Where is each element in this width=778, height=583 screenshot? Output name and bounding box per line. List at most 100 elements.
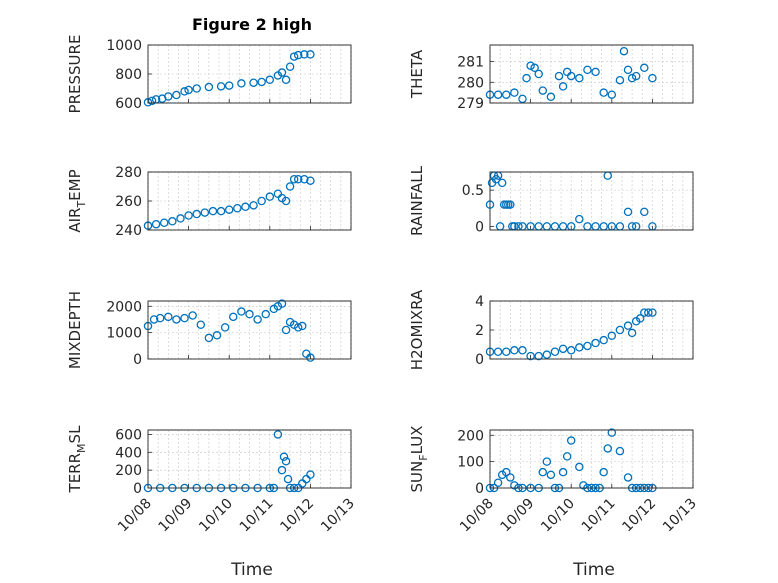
data-point <box>566 346 576 355</box>
data-point <box>648 73 657 83</box>
data-point <box>501 90 511 99</box>
data-point <box>212 331 222 340</box>
data-point <box>306 176 315 185</box>
data-point <box>277 299 287 308</box>
data-point <box>277 68 287 77</box>
x-tick-label: 10/10 <box>538 496 578 536</box>
data-point <box>265 192 275 201</box>
y-tick-label: 0 <box>475 219 484 235</box>
data-point <box>279 452 289 462</box>
figure-title: Figure 2 high <box>192 15 312 34</box>
x-tick-label: 10/11 <box>237 496 277 536</box>
data-point <box>204 333 214 343</box>
data-point <box>273 430 283 439</box>
data-point <box>526 61 535 70</box>
data-point <box>289 174 299 184</box>
axes-border <box>489 171 694 231</box>
y-tick-label: 260 <box>115 194 142 210</box>
data-point <box>615 325 625 335</box>
data-point <box>640 63 649 73</box>
data-point <box>522 73 531 83</box>
data-point <box>534 351 543 361</box>
data-point <box>184 85 193 95</box>
data-point <box>229 312 238 322</box>
x-tick-label: 10/11 <box>579 496 619 536</box>
y-tick-label: 4 <box>475 294 484 310</box>
data-point <box>635 314 645 323</box>
data-point <box>249 201 258 210</box>
data-point <box>237 79 246 88</box>
y-axis-label: THETA <box>408 49 426 99</box>
axes-border <box>489 429 694 489</box>
y-tick-label: 100 <box>457 455 484 471</box>
y-tick-label: 0 <box>475 352 484 368</box>
data-point <box>149 315 159 324</box>
data-point <box>196 320 206 329</box>
y-tick-label: 280 <box>457 75 484 91</box>
data-point <box>147 96 157 106</box>
x-tick-label: 10/12 <box>619 496 659 536</box>
data-point <box>192 84 201 93</box>
data-point <box>188 311 197 320</box>
data-point <box>546 470 556 480</box>
y-tick-label: 2000 <box>106 299 142 315</box>
data-point <box>306 353 315 362</box>
data-point <box>257 196 266 206</box>
data-point <box>501 467 511 477</box>
data-point <box>293 50 303 60</box>
y-axis-label: TERRMSL <box>66 425 88 494</box>
subplot-theta: 279 280 281 THETA <box>408 44 694 112</box>
x-tick-label: 10/09 <box>156 496 196 536</box>
data-point <box>298 321 307 331</box>
data-point <box>216 206 226 216</box>
subplot-pressure: 600 800 1000 PRESSURE <box>66 35 352 113</box>
y-tick-label: 1000 <box>106 326 142 342</box>
y-axis-label: SUNFLUX <box>408 426 430 493</box>
x-axis-label-left: Time <box>230 560 273 580</box>
y-tick-label: 600 <box>115 427 142 443</box>
data-point <box>155 313 165 323</box>
data-point <box>257 77 266 87</box>
data-point <box>293 323 303 332</box>
x-tick-label: 10/08 <box>115 496 155 536</box>
y-tick-label: 240 <box>115 223 142 239</box>
data-point <box>599 335 608 345</box>
data-point <box>591 67 600 77</box>
data-point <box>607 90 617 99</box>
y-tick-label: 0 <box>475 481 484 497</box>
data-point <box>224 205 234 214</box>
data-point <box>283 474 293 484</box>
data-point <box>575 214 584 224</box>
data-point <box>526 351 535 361</box>
data-point <box>281 75 291 85</box>
subplot-terr-msl: 0 200 400 600 10/08 10/09 10/10 10/11 10/12 10/13… <box>66 425 358 535</box>
data-point <box>237 307 246 316</box>
data-point <box>542 350 552 359</box>
data-point <box>300 50 309 59</box>
data-point <box>253 315 262 324</box>
y-tick-label: 281 <box>457 55 484 71</box>
data-point <box>300 174 309 184</box>
data-point <box>306 50 315 59</box>
data-point <box>603 444 612 453</box>
data-point <box>554 71 564 81</box>
data-point <box>546 92 556 102</box>
y-tick-label: 600 <box>115 96 142 112</box>
data-point <box>558 82 568 91</box>
data-point <box>534 69 543 79</box>
data-point <box>599 467 608 477</box>
data-point <box>493 90 503 99</box>
x-tick-label: 10/13 <box>318 496 358 536</box>
data-point <box>623 207 633 217</box>
y-tick-label: 0 <box>133 481 142 497</box>
data-point <box>607 428 617 437</box>
data-point <box>184 211 193 220</box>
data-point <box>180 313 189 323</box>
data-point <box>518 94 527 104</box>
data-point <box>204 82 214 92</box>
data-point <box>176 214 185 223</box>
data-point <box>220 323 230 332</box>
y-tick-label: 200 <box>457 428 484 444</box>
data-point <box>493 347 503 356</box>
